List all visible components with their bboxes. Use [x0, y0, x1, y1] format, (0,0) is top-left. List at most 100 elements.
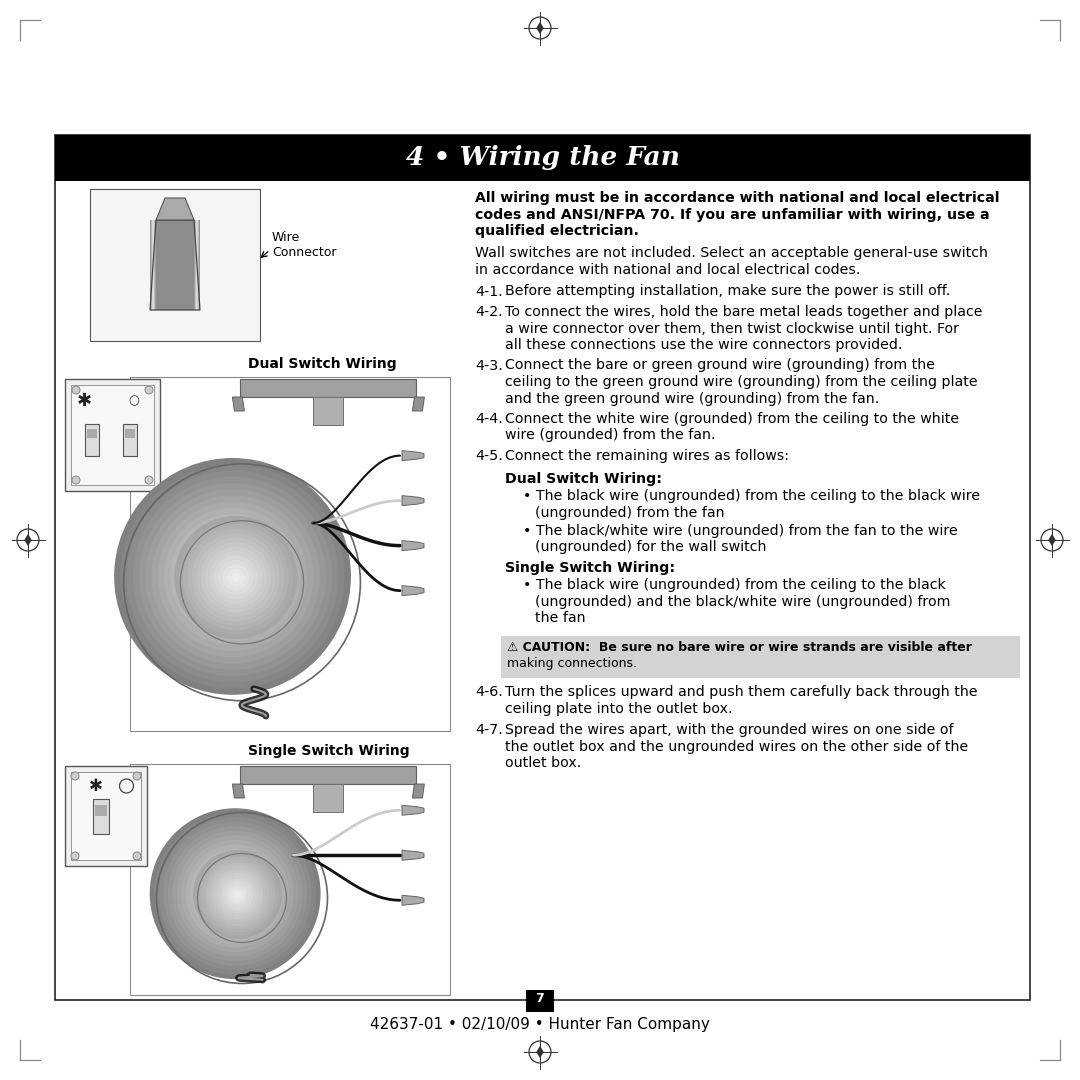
Bar [130, 764, 450, 995]
Circle shape [201, 545, 264, 608]
Polygon shape [402, 806, 424, 815]
Text: outlet box.: outlet box. [505, 756, 581, 770]
Circle shape [72, 476, 80, 484]
Bar [150, 220, 200, 310]
Circle shape [206, 863, 269, 927]
Text: codes and ANSI/NFPA 70. If you are unfamiliar with wiring, use a: codes and ANSI/NFPA 70. If you are unfam… [475, 207, 989, 221]
Circle shape [217, 876, 253, 912]
Polygon shape [402, 585, 424, 596]
Bar [154, 220, 197, 310]
Circle shape [205, 546, 267, 608]
Bar [151, 220, 199, 310]
Circle shape [172, 831, 298, 957]
Circle shape [183, 527, 282, 626]
Text: making connections.: making connections. [507, 658, 637, 671]
Circle shape [159, 818, 312, 970]
Polygon shape [402, 541, 424, 551]
Circle shape [133, 772, 141, 780]
Text: Connect the bare or green ground wire (grounding) from the: Connect the bare or green ground wire (g… [505, 359, 935, 373]
Circle shape [231, 888, 244, 901]
Circle shape [214, 557, 252, 595]
Bar [124, 429, 135, 438]
Circle shape [150, 808, 321, 980]
Polygon shape [537, 1045, 543, 1058]
Circle shape [221, 878, 254, 910]
Text: (ungrounded) for the wall switch: (ungrounded) for the wall switch [535, 540, 767, 554]
Bar [241, 379, 417, 397]
Circle shape [72, 386, 80, 394]
Text: (ungrounded) from the fan: (ungrounded) from the fan [535, 505, 725, 519]
Circle shape [225, 881, 251, 907]
Circle shape [213, 872, 258, 916]
Bar [151, 220, 199, 310]
Circle shape [167, 826, 302, 961]
Circle shape [71, 852, 79, 860]
Text: and the green ground wire (grounding) from the fan.: and the green ground wire (grounding) fr… [505, 391, 879, 405]
Bar [152, 220, 198, 310]
Circle shape [139, 483, 326, 670]
Circle shape [210, 866, 266, 923]
Circle shape [184, 525, 288, 630]
Bar [152, 220, 198, 310]
Text: ceiling plate into the outlet box.: ceiling plate into the outlet box. [505, 702, 732, 715]
Circle shape [133, 476, 333, 676]
Bar [156, 220, 194, 310]
Text: 4-7.: 4-7. [475, 723, 503, 737]
Polygon shape [232, 784, 244, 798]
Circle shape [154, 813, 316, 974]
Bar [93, 798, 109, 834]
Text: All wiring must be in accordance with national and local electrical: All wiring must be in accordance with na… [475, 191, 999, 205]
Bar [154, 220, 195, 310]
Circle shape [215, 873, 260, 917]
Text: • The black wire (ungrounded) from the ceiling to the black: • The black wire (ungrounded) from the c… [523, 579, 946, 593]
Circle shape [231, 573, 240, 582]
Text: 4-5.: 4-5. [475, 449, 503, 463]
Text: 4 • Wiring the Fan: 4 • Wiring the Fan [406, 146, 679, 171]
Circle shape [158, 501, 308, 651]
Bar [153, 220, 197, 310]
Text: 4-3.: 4-3. [475, 359, 503, 373]
Circle shape [186, 845, 285, 943]
Text: (ungrounded) and the black/white wire (ungrounded) from: (ungrounded) and the black/white wire (u… [535, 595, 950, 609]
Text: 4-6.: 4-6. [475, 685, 503, 699]
Text: Wall switches are not included. Select an acceptable general-use switch: Wall switches are not included. Select a… [475, 246, 988, 260]
Text: wire (grounded) from the fan.: wire (grounded) from the fan. [505, 429, 715, 443]
Circle shape [199, 858, 271, 930]
Text: 4-2.: 4-2. [475, 305, 502, 319]
Circle shape [218, 876, 257, 914]
Circle shape [227, 568, 245, 586]
Circle shape [197, 853, 279, 935]
Circle shape [194, 853, 275, 934]
Text: ○: ○ [127, 394, 139, 407]
Polygon shape [413, 784, 424, 798]
Bar [156, 220, 194, 310]
Circle shape [126, 471, 338, 683]
Polygon shape [402, 850, 424, 861]
Bar [150, 220, 200, 310]
Text: all these connections use the wire connectors provided.: all these connections use the wire conne… [505, 338, 903, 352]
Bar [153, 220, 197, 310]
Circle shape [145, 476, 153, 484]
Bar [151, 220, 199, 310]
Circle shape [146, 489, 320, 663]
Text: Single Switch Wiring: Single Switch Wiring [248, 744, 409, 758]
Polygon shape [402, 450, 424, 460]
Circle shape [201, 542, 271, 612]
Text: Connect the white wire (grounded) from the ceiling to the white: Connect the white wire (grounded) from t… [505, 411, 959, 426]
Text: ⚠ CAUTION:  Be sure no bare wire or wire strands are visible after: ⚠ CAUTION: Be sure no bare wire or wire … [507, 642, 972, 654]
Circle shape [212, 869, 262, 920]
Text: 4-4.: 4-4. [475, 411, 503, 426]
Polygon shape [24, 534, 31, 546]
Bar [153, 220, 198, 310]
Bar [55, 135, 1030, 1000]
Bar [65, 379, 160, 491]
Polygon shape [402, 496, 424, 505]
Bar [154, 220, 195, 310]
Text: Before attempting installation, make sure the power is still off.: Before attempting installation, make sur… [505, 284, 950, 298]
Circle shape [190, 849, 280, 939]
Circle shape [197, 538, 275, 617]
Circle shape [164, 508, 301, 645]
Circle shape [234, 891, 241, 897]
Circle shape [181, 840, 289, 947]
Bar [84, 424, 98, 456]
